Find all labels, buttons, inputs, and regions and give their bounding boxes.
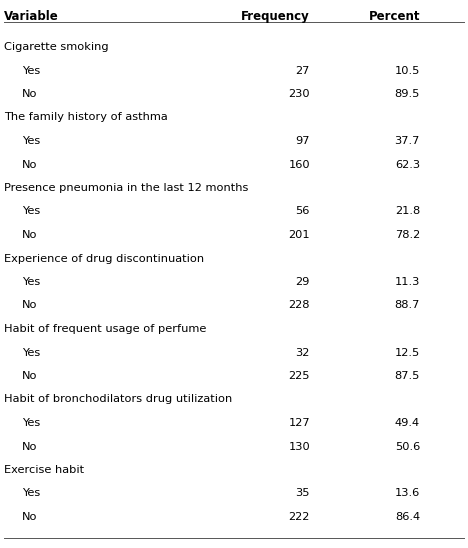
- Text: 32: 32: [296, 347, 310, 357]
- Text: No: No: [22, 442, 37, 452]
- Text: 37.7: 37.7: [395, 136, 420, 146]
- Text: 10.5: 10.5: [395, 66, 420, 76]
- Text: 56: 56: [296, 207, 310, 216]
- Text: Yes: Yes: [22, 488, 40, 499]
- Text: 160: 160: [288, 159, 310, 169]
- Text: The family history of asthma: The family history of asthma: [4, 112, 168, 123]
- Text: No: No: [22, 230, 37, 240]
- Text: Yes: Yes: [22, 207, 40, 216]
- Text: 230: 230: [288, 89, 310, 99]
- Text: No: No: [22, 371, 37, 381]
- Text: No: No: [22, 159, 37, 169]
- Text: 49.4: 49.4: [395, 418, 420, 428]
- Text: 88.7: 88.7: [395, 300, 420, 311]
- Text: No: No: [22, 512, 37, 522]
- Text: Experience of drug discontinuation: Experience of drug discontinuation: [4, 254, 204, 264]
- Text: Variable: Variable: [4, 10, 59, 23]
- Text: Habit of frequent usage of perfume: Habit of frequent usage of perfume: [4, 324, 206, 334]
- Text: 27: 27: [296, 66, 310, 76]
- Text: Yes: Yes: [22, 347, 40, 357]
- Text: Yes: Yes: [22, 418, 40, 428]
- Text: Frequency: Frequency: [241, 10, 310, 23]
- Text: 86.4: 86.4: [395, 512, 420, 522]
- Text: Presence pneumonia in the last 12 months: Presence pneumonia in the last 12 months: [4, 183, 249, 193]
- Text: Yes: Yes: [22, 136, 40, 146]
- Text: No: No: [22, 300, 37, 311]
- Text: 201: 201: [288, 230, 310, 240]
- Text: 35: 35: [295, 488, 310, 499]
- Text: 127: 127: [288, 418, 310, 428]
- Text: Yes: Yes: [22, 66, 40, 76]
- Text: Habit of bronchodilators drug utilization: Habit of bronchodilators drug utilizatio…: [4, 395, 232, 404]
- Text: 225: 225: [288, 371, 310, 381]
- Text: 62.3: 62.3: [395, 159, 420, 169]
- Text: Yes: Yes: [22, 277, 40, 287]
- Text: 21.8: 21.8: [395, 207, 420, 216]
- Text: 130: 130: [288, 442, 310, 452]
- Text: 222: 222: [289, 512, 310, 522]
- Text: Percent: Percent: [368, 10, 420, 23]
- Text: 97: 97: [295, 136, 310, 146]
- Text: 11.3: 11.3: [395, 277, 420, 287]
- Text: 89.5: 89.5: [395, 89, 420, 99]
- Text: 50.6: 50.6: [395, 442, 420, 452]
- Text: 13.6: 13.6: [395, 488, 420, 499]
- Text: Cigarette smoking: Cigarette smoking: [4, 42, 109, 52]
- Text: No: No: [22, 89, 37, 99]
- Text: 228: 228: [288, 300, 310, 311]
- Text: 87.5: 87.5: [395, 371, 420, 381]
- Text: Exercise habit: Exercise habit: [4, 465, 84, 475]
- Text: 29: 29: [296, 277, 310, 287]
- Text: 78.2: 78.2: [395, 230, 420, 240]
- Text: 12.5: 12.5: [395, 347, 420, 357]
